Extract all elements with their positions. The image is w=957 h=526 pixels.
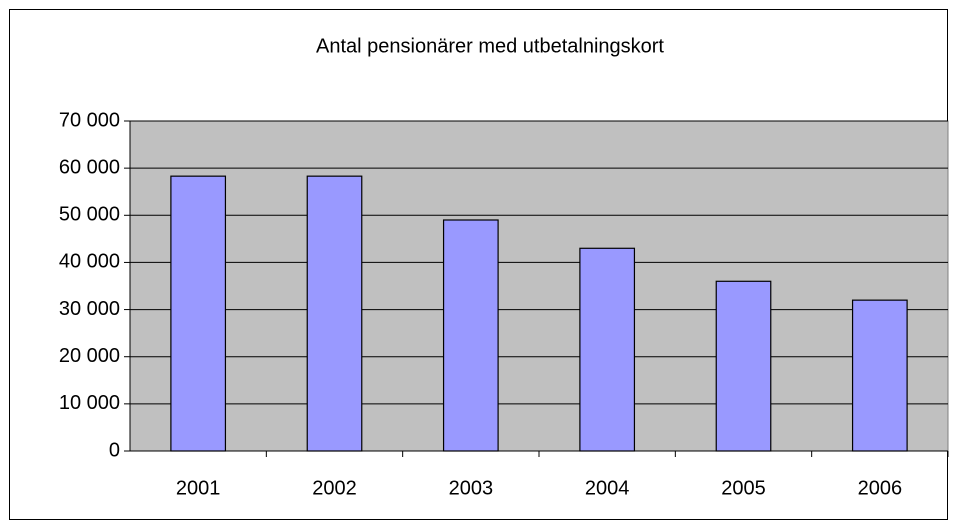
- bar: [579, 247, 636, 452]
- bar: [715, 280, 772, 452]
- x-tick-label: 2001: [176, 477, 221, 499]
- y-tick-label: 0: [109, 439, 120, 461]
- bar: [170, 175, 227, 452]
- chart-title: Antal pensionärer med utbetalningskort: [316, 35, 664, 57]
- x-tick-label: 2002: [312, 477, 357, 499]
- x-tick-label: 2005: [721, 477, 766, 499]
- y-tick-label: 30 000: [59, 298, 120, 320]
- x-tick-label: 2006: [858, 477, 903, 499]
- x-tick-label: 2004: [585, 477, 630, 499]
- plot-area: [129, 120, 949, 452]
- y-tick-label: 70 000: [59, 109, 120, 131]
- x-tick-label: 2003: [449, 477, 494, 499]
- y-tick-label: 10 000: [59, 392, 120, 414]
- y-tick-label: 20 000: [59, 345, 120, 367]
- bar: [306, 175, 363, 452]
- bar: [442, 219, 499, 452]
- y-tick-label: 40 000: [59, 251, 120, 273]
- bar: [851, 299, 908, 452]
- y-tick-label: 50 000: [59, 204, 120, 226]
- y-tick-label: 60 000: [59, 156, 120, 178]
